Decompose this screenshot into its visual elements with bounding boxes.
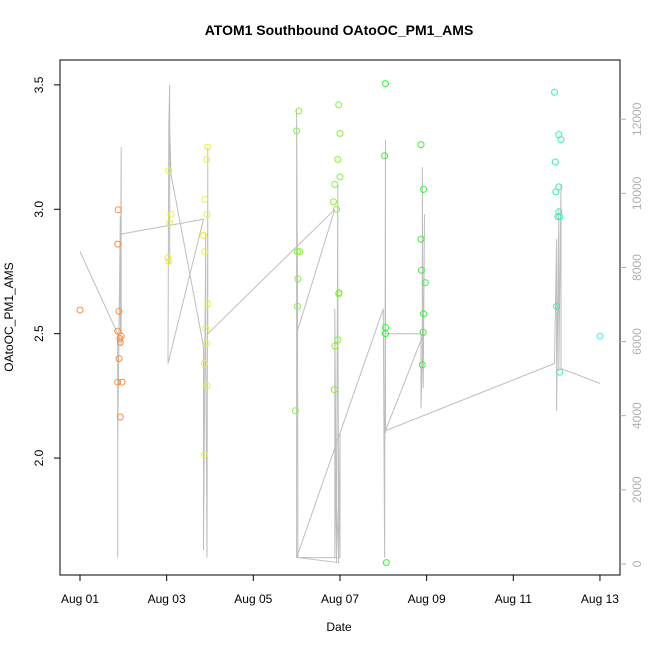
data-point [296, 248, 304, 256]
data-point [115, 307, 123, 315]
connecting-lines [79, 84, 601, 564]
x-tick-label: Aug 03 [148, 592, 186, 606]
data-point [166, 219, 174, 227]
data-point [420, 310, 428, 318]
data-point [200, 450, 208, 458]
data-point [201, 248, 209, 256]
data-point [114, 240, 122, 248]
series-line [79, 84, 601, 564]
data-point [167, 210, 175, 218]
data-point [204, 300, 212, 308]
data-point [203, 340, 210, 348]
data-point [118, 378, 126, 386]
data-point [200, 231, 207, 239]
x-tick-label: Aug 07 [321, 592, 359, 606]
x-tick-label: Aug 13 [581, 592, 619, 606]
data-point [330, 386, 338, 394]
data-point [418, 361, 426, 369]
data-point [382, 80, 389, 88]
y2-tick-label: 0 [630, 560, 644, 567]
y2-tick-label: 4000 [630, 402, 644, 429]
data-point [114, 206, 122, 214]
data-point [555, 208, 563, 216]
data-point [293, 127, 301, 135]
data-point [165, 258, 173, 265]
data-point [291, 407, 299, 415]
data-point [76, 306, 84, 314]
data-point [552, 188, 560, 196]
data-point [421, 279, 429, 287]
x-axis: Aug 01 Aug 03 Aug 05 Aug 07 Aug 09 Aug 11 Aug … [61, 575, 619, 606]
y-tick-label: 2.0 [32, 449, 46, 466]
data-point [420, 185, 428, 193]
data-point [116, 413, 124, 421]
data-point [382, 559, 390, 567]
data-point [335, 101, 343, 109]
y2-tick-label: 8000 [630, 254, 644, 281]
x-axis-label: Date [326, 620, 352, 634]
data-point [382, 330, 389, 338]
data-point [114, 327, 122, 335]
y2-tick-label: 6000 [630, 328, 644, 355]
data-point [334, 156, 342, 163]
y2-tick-label: 12000 [630, 102, 644, 136]
y-tick-label: 2.5 [32, 325, 46, 342]
data-point [557, 136, 565, 144]
data-point [336, 173, 344, 181]
data-point [555, 183, 563, 191]
data-point [203, 210, 211, 218]
data-point [381, 152, 389, 160]
data-point [295, 107, 303, 115]
chart-title: ATOM1 Southbound OAtoOC_PM1_AMS [205, 22, 474, 38]
data-point [204, 143, 212, 151]
data-point [551, 158, 559, 166]
y2-tick-label: 2000 [630, 476, 644, 503]
data-point [203, 382, 211, 390]
data-point [333, 205, 340, 213]
data-points [76, 80, 604, 567]
data-point [331, 180, 339, 188]
y2-axis: 0 2000 4000 6000 8000 10000 12000 [620, 102, 644, 567]
data-point [417, 235, 425, 243]
data-point [202, 325, 210, 333]
y-tick-label: 3.0 [32, 201, 46, 218]
data-point [556, 368, 564, 376]
data-point [334, 336, 342, 344]
data-point [419, 328, 427, 336]
data-point [294, 248, 301, 256]
data-point [335, 290, 343, 298]
x-tick-label: Aug 09 [408, 592, 446, 606]
data-point [331, 342, 339, 350]
data-point [114, 378, 122, 386]
x-tick-label: Aug 05 [234, 592, 272, 606]
data-point [116, 338, 124, 346]
data-point [556, 213, 564, 221]
data-point [336, 129, 344, 137]
data-point [553, 302, 561, 310]
data-point [551, 88, 558, 96]
y2-tick-label: 10000 [630, 176, 644, 210]
data-point [596, 332, 604, 340]
y-axis-label: OAtoOC_PM1_AMS [2, 262, 16, 371]
data-point [294, 275, 302, 283]
data-point [115, 355, 123, 363]
data-point [164, 254, 172, 262]
data-point [294, 302, 301, 310]
data-point [201, 195, 209, 203]
data-point [417, 141, 425, 149]
y-tick-label: 3.5 [32, 76, 46, 93]
data-point [417, 266, 425, 274]
data-point [330, 198, 337, 206]
x-tick-label: Aug 11 [495, 592, 532, 606]
y-axis: 2.0 2.5 3.0 3.5 [32, 76, 60, 466]
data-point [203, 156, 210, 163]
data-point [165, 167, 173, 175]
x-tick-label: Aug 01 [61, 592, 99, 606]
data-point [200, 360, 208, 367]
